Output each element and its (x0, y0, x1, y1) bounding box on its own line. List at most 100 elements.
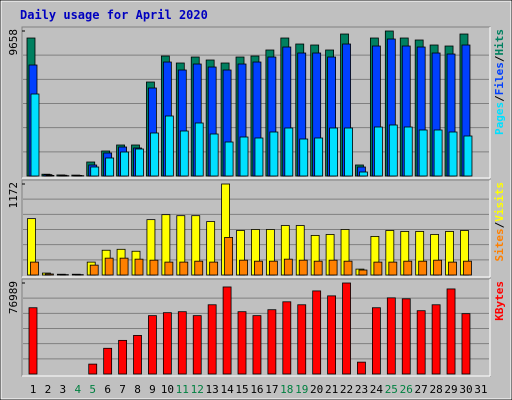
bar (359, 171, 368, 177)
bar (177, 311, 187, 375)
bar (179, 261, 189, 276)
legend-separator: / (493, 95, 506, 102)
bar (120, 151, 129, 177)
bar (224, 141, 234, 177)
legend: Sites/Visits (493, 182, 506, 262)
bar (327, 295, 337, 375)
bar (297, 304, 307, 375)
bar (88, 363, 98, 375)
x-tick-label: 28 (429, 383, 442, 396)
legend-separator: / (493, 221, 506, 228)
legend-entry: Files (493, 62, 506, 95)
x-tick-label: 15 (235, 383, 248, 396)
x-tick-label: 14 (220, 383, 234, 396)
bar (431, 304, 441, 375)
bar (254, 137, 264, 177)
legend-entry: KBytes (493, 281, 506, 321)
bar (343, 260, 353, 276)
legend-entry: Hits (493, 29, 506, 56)
legend-entry: Visits (493, 182, 506, 222)
x-tick-label: 9 (149, 383, 156, 396)
x-tick-label: 18 (280, 383, 293, 396)
bar (164, 261, 174, 276)
legend-entry: Sites (493, 228, 506, 261)
bar (433, 259, 443, 276)
bar (418, 260, 428, 276)
bar (416, 310, 426, 375)
bar (388, 261, 398, 276)
bar (463, 135, 473, 177)
y-tick-label: 1172 (7, 182, 20, 209)
x-tick-label: 31 (474, 383, 487, 396)
x-tick-label: 24 (370, 383, 384, 396)
legend: KBytes (493, 281, 506, 321)
bar (28, 307, 38, 375)
bar (299, 138, 309, 177)
bar (105, 157, 115, 177)
bar (209, 133, 219, 177)
bar (30, 261, 39, 276)
bar (222, 286, 232, 375)
bar (269, 131, 279, 177)
x-tick-label: 13 (206, 383, 219, 396)
bar (357, 361, 366, 375)
x-tick-label: 10 (161, 383, 174, 396)
x-tick-label: 11 (176, 383, 189, 396)
bar (209, 261, 219, 276)
legend-separator: / (493, 55, 506, 62)
x-tick-label: 30 (459, 383, 472, 396)
bar (149, 259, 159, 276)
bar (282, 301, 292, 375)
bar (461, 313, 471, 375)
bar (104, 257, 114, 276)
bar (388, 124, 398, 177)
bar (89, 264, 99, 276)
bar (371, 307, 381, 375)
x-tick-label: 22 (340, 383, 353, 396)
x-tick-label: 21 (325, 383, 338, 396)
bar (373, 126, 383, 177)
bar (150, 132, 159, 177)
bar (237, 311, 247, 375)
bar (119, 257, 129, 276)
x-tick-label: 6 (104, 383, 111, 396)
bar (134, 258, 144, 276)
x-tick-label: 29 (444, 383, 457, 396)
bar (401, 298, 411, 375)
bar (329, 127, 339, 177)
bar (239, 259, 248, 276)
x-tick-label: 16 (250, 383, 263, 396)
legend: Pages/Files/Hits (493, 29, 506, 135)
x-tick-label: 3 (60, 383, 67, 396)
x-tick-label: 25 (385, 383, 398, 396)
x-tick-label: 23 (355, 383, 368, 396)
bar (328, 259, 338, 276)
bar (448, 261, 457, 276)
bar (224, 237, 233, 276)
x-tick-label: 17 (265, 383, 278, 396)
bar (314, 137, 324, 177)
y-tick-label: 76989 (7, 281, 20, 314)
x-tick-label: 4 (74, 383, 81, 396)
bar (433, 129, 443, 177)
bar (30, 93, 40, 177)
bar (164, 115, 174, 177)
legend-entry: Pages (493, 102, 506, 135)
x-tick-label: 26 (400, 383, 413, 396)
x-tick-label: 27 (415, 383, 428, 396)
bar (403, 126, 413, 177)
bar (194, 122, 204, 177)
x-tick-label: 12 (191, 383, 204, 396)
x-tick-label: 2 (45, 383, 52, 396)
bar (252, 315, 262, 375)
bar (463, 260, 472, 276)
bar (386, 297, 396, 375)
bar (446, 288, 456, 375)
bar (45, 273, 54, 276)
bar (192, 315, 202, 375)
bar (207, 304, 217, 375)
bar (448, 131, 458, 177)
x-tick-label: 5 (89, 383, 96, 396)
bar (373, 261, 383, 276)
